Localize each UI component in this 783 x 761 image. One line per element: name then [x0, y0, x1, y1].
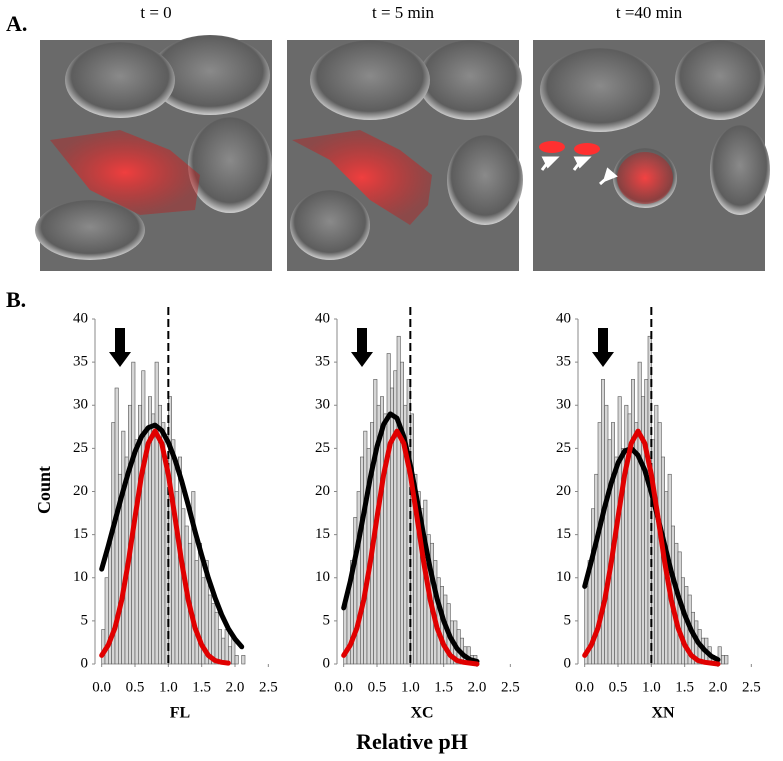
bar	[241, 655, 246, 665]
bar	[644, 379, 649, 665]
y-tick-label: 25	[556, 440, 571, 456]
x-axis-label: Relative pH	[356, 729, 468, 754]
y-tick-label: 15	[556, 526, 571, 542]
y-tick-label: 30	[315, 397, 330, 413]
y-tick-label: 40	[556, 310, 571, 326]
y-tick-label: 10	[73, 569, 88, 585]
y-tick-label: 15	[73, 526, 88, 542]
fit-curve	[341, 428, 480, 667]
bar	[624, 404, 629, 665]
y-axis-label: Count	[34, 466, 54, 514]
x-tick-label: 2.5	[742, 679, 761, 695]
x-tick-label: 0.5	[609, 679, 628, 695]
x-tick-label: 2.0	[468, 679, 487, 695]
x-tick-label: 1.5	[675, 679, 694, 695]
x-tick-label: 1.5	[434, 679, 453, 695]
x-axis-label: XC	[410, 705, 433, 722]
y-tick-label: 10	[315, 569, 330, 585]
fit-curve	[582, 428, 721, 667]
bar	[400, 361, 404, 665]
x-tick-label: 0.0	[575, 679, 594, 695]
fit-curve	[582, 445, 721, 663]
arrow	[351, 328, 373, 367]
y-tick-label: 35	[556, 354, 571, 370]
bar	[363, 430, 368, 665]
bar	[614, 456, 619, 665]
bar	[674, 542, 679, 665]
y-tick-label: 30	[73, 397, 88, 413]
frame-title: t = 0	[140, 3, 171, 22]
arrow	[592, 328, 614, 367]
x-axis-label: XN	[651, 705, 675, 722]
bar	[211, 603, 216, 665]
y-tick-label: 40	[73, 310, 88, 326]
bar	[218, 629, 222, 665]
y-tick-label: 5	[564, 612, 572, 628]
bar	[654, 404, 659, 665]
bar	[224, 629, 229, 665]
x-tick-label: 0.0	[92, 679, 111, 695]
y-tick-label: 35	[73, 354, 88, 370]
y-tick-label: 0	[81, 655, 89, 671]
micrograph	[35, 35, 272, 271]
bar	[194, 560, 199, 665]
fit-curve	[99, 422, 245, 650]
x-axis-label: FL	[170, 705, 190, 722]
bar	[356, 491, 361, 665]
y-tick-label: 25	[315, 440, 330, 456]
y-tick-label: 20	[315, 483, 330, 499]
bar	[681, 577, 685, 665]
micrograph	[533, 40, 770, 271]
bar	[396, 335, 401, 665]
y-tick-label: 25	[73, 440, 88, 456]
y-tick-label: 5	[81, 612, 89, 628]
y-tick-label: 20	[73, 483, 88, 499]
bar	[234, 655, 239, 665]
y-tick-label: 30	[556, 397, 571, 413]
bar	[171, 439, 176, 665]
x-tick-label: 1.0	[642, 679, 661, 695]
bar	[724, 655, 729, 665]
x-tick-label: 0.0	[334, 679, 353, 695]
x-tick-label: 0.5	[368, 679, 387, 695]
arrow	[109, 328, 131, 367]
y-tick-label: 40	[315, 310, 330, 326]
bar	[151, 413, 156, 665]
y-tick-label: 0	[323, 655, 331, 671]
panel-label: A.	[6, 11, 27, 36]
micrograph	[287, 40, 523, 271]
bar	[121, 430, 126, 665]
bar	[637, 361, 642, 665]
bar	[631, 379, 635, 665]
x-tick-label: 0.5	[126, 679, 145, 695]
bar	[214, 611, 219, 665]
y-tick-label: 10	[556, 569, 571, 585]
x-tick-label: 1.0	[159, 679, 178, 695]
x-tick-label: 2.0	[709, 679, 728, 695]
y-tick-label: 5	[323, 612, 331, 628]
x-tick-label: 1.0	[401, 679, 420, 695]
bar	[154, 361, 159, 665]
bar	[721, 655, 725, 665]
y-tick-label: 35	[315, 354, 330, 370]
bar	[604, 404, 609, 665]
bar	[386, 353, 391, 665]
panel-label: B.	[6, 287, 26, 312]
bar	[134, 439, 139, 665]
x-tick-label: 1.5	[192, 679, 211, 695]
x-tick-label: 2.0	[226, 679, 245, 695]
bar	[360, 456, 364, 665]
bar	[390, 387, 394, 665]
y-tick-label: 20	[556, 483, 571, 499]
x-tick-label: 2.5	[259, 679, 278, 695]
bar	[141, 370, 146, 665]
y-tick-label: 0	[564, 655, 572, 671]
frame-title: t =40 min	[616, 3, 683, 22]
fit-curve	[99, 428, 231, 666]
x-tick-label: 2.5	[501, 679, 520, 695]
y-tick-label: 15	[315, 526, 330, 542]
frame-title: t = 5 min	[372, 3, 435, 22]
